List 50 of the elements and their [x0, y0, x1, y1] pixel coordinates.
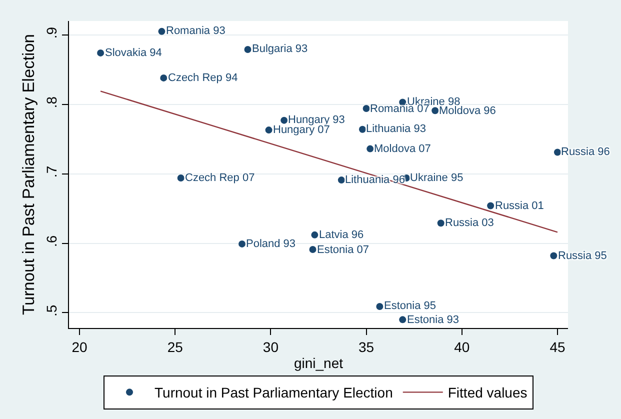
annotation: Russia 95	[558, 250, 607, 262]
x-tick-label: 45	[550, 338, 566, 355]
annotation: Czech Rep 07	[185, 172, 255, 184]
y-tick-label: .8	[43, 96, 60, 108]
point	[309, 246, 316, 254]
point	[244, 46, 252, 53]
point	[160, 74, 168, 82]
annotation: Moldova 07	[374, 143, 431, 155]
annotation: Romania 93	[166, 25, 226, 37]
annotation: Estonia 95	[384, 300, 436, 312]
point	[399, 316, 406, 324]
point	[177, 174, 184, 182]
point	[238, 240, 246, 248]
y-tick-label: .7	[43, 166, 60, 178]
point	[311, 231, 318, 238]
point	[338, 176, 345, 184]
legend-label: Turnout in Past Parliamentary Election	[154, 384, 393, 401]
annotation: Ukraine 95	[410, 172, 464, 184]
x-tick-label: 30	[262, 338, 279, 355]
x-tick-label: 20	[72, 338, 88, 355]
point	[487, 202, 494, 210]
x-axis-title: gini_net	[294, 355, 344, 372]
annotation: Poland 93	[246, 238, 296, 250]
annotation: Moldova 96	[439, 105, 496, 117]
x-tick-label: 35	[358, 338, 374, 355]
y-tick-label: .9	[43, 26, 60, 39]
x-tick-label: 40	[454, 338, 470, 355]
point	[97, 49, 104, 56]
point	[265, 126, 272, 134]
point	[376, 302, 384, 310]
y-axis-title: Turnout in Past Parliamentary Election	[20, 34, 38, 315]
point	[550, 252, 558, 260]
point	[437, 220, 444, 227]
point	[158, 28, 166, 35]
legend-label: Fitted values	[448, 384, 528, 401]
annotation: Czech Rep 94	[168, 72, 238, 84]
annotation: Hungary 07	[273, 124, 330, 136]
annotation: Slovakia 94	[105, 47, 162, 59]
annotation: Russia 96	[561, 146, 610, 158]
annotation: Estonia 93	[407, 314, 459, 326]
annotation: Russia 01	[495, 200, 544, 212]
annotation: Latvia 96	[319, 229, 364, 241]
annotation: Hungary 93	[288, 114, 345, 126]
annotation: Estonia 07	[317, 244, 369, 256]
y-tick-label: .5	[43, 304, 60, 316]
annotation: Lithuania 93	[366, 123, 426, 135]
y-tick-label: .6	[43, 235, 60, 248]
annotation: Russia 03	[445, 217, 494, 229]
x-tick-label: 25	[167, 338, 184, 355]
annotation: Bulgaria 93	[252, 43, 308, 55]
